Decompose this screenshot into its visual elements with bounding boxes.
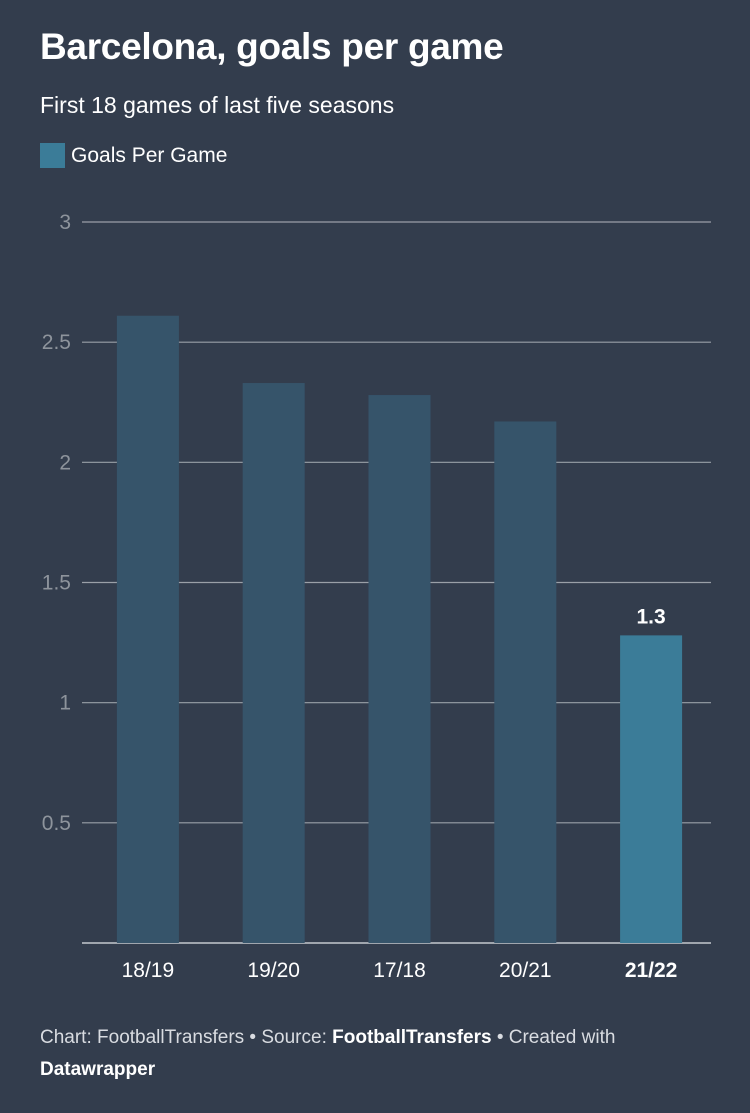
bar bbox=[368, 395, 431, 943]
y-tick-label: 2.5 bbox=[42, 331, 71, 354]
legend: Goals Per Game bbox=[40, 143, 227, 168]
data-label: 1.3 bbox=[636, 605, 665, 628]
chart-title: Barcelona, goals per game bbox=[40, 26, 504, 67]
x-tick-label: 17/18 bbox=[373, 959, 426, 982]
y-tick-label: 0.5 bbox=[42, 812, 71, 835]
chart-footer: Chart: FootballTransfers • Source: Footb… bbox=[40, 1022, 680, 1086]
footer-chart-credit: Chart: FootballTransfers bbox=[40, 1027, 245, 1048]
chart-subtitle: First 18 games of last five seasons bbox=[40, 92, 395, 118]
y-tick-label: 3 bbox=[59, 211, 71, 234]
x-tick-label: 21/22 bbox=[625, 959, 678, 982]
bar bbox=[116, 315, 179, 944]
bar bbox=[494, 421, 557, 943]
y-tick-label: 2 bbox=[59, 451, 71, 474]
bar-chart: 0.5 1 1.5 2 2.5 3 18/19 19/20 17/18 20/21 21/22 1.3 bbox=[42, 211, 711, 982]
bar bbox=[242, 383, 305, 944]
footer-separator-source: • Source: bbox=[244, 1027, 333, 1048]
footer-source: FootballTransfers bbox=[332, 1027, 492, 1048]
legend-label: Goals Per Game bbox=[71, 143, 228, 167]
legend-swatch bbox=[40, 143, 65, 168]
y-tick-label: 1 bbox=[59, 692, 71, 715]
y-tick-label: 1.5 bbox=[42, 572, 71, 595]
footer-tool: Datawrapper bbox=[40, 1059, 156, 1080]
footer-separator-tool: • Created with bbox=[491, 1027, 616, 1048]
x-tick-label: 20/21 bbox=[499, 959, 552, 982]
bar bbox=[620, 635, 683, 943]
x-tick-label: 19/20 bbox=[247, 959, 300, 982]
x-tick-label: 18/19 bbox=[122, 959, 175, 982]
